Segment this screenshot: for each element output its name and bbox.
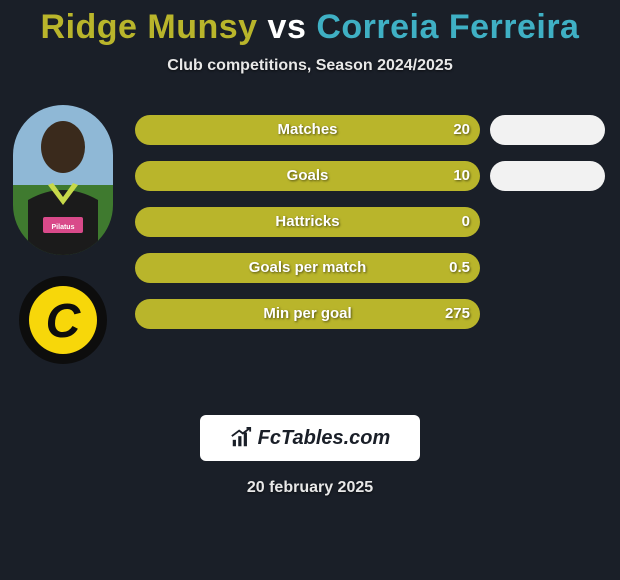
stat-value-player1: 10 — [453, 161, 470, 191]
chart-up-icon — [230, 427, 252, 449]
stat-pill-player2 — [490, 115, 605, 145]
footer-date: 20 february 2025 — [0, 479, 620, 497]
stat-label: Hattricks — [135, 207, 480, 237]
stat-label: Goals per match — [135, 253, 480, 283]
stat-row: Goals10 — [135, 161, 480, 191]
stat-row: Min per goal275 — [135, 299, 480, 329]
stat-row: Hattricks0 — [135, 207, 480, 237]
stat-label: Goals — [135, 161, 480, 191]
player2-column — [490, 115, 605, 345]
svg-text:Pilatus: Pilatus — [52, 224, 75, 231]
stat-row: Matches20 — [135, 115, 480, 145]
stat-value-player1: 275 — [445, 299, 470, 329]
brand-text: FcTables.com — [258, 427, 391, 450]
player1-column: Pilatus C — [8, 105, 118, 365]
stat-label: Matches — [135, 115, 480, 145]
stat-value-player1: 20 — [453, 115, 470, 145]
subtitle-text: Club competitions, Season 2024/2025 — [0, 57, 620, 75]
stat-value-player1: 0 — [462, 207, 470, 237]
stat-label: Min per goal — [135, 299, 480, 329]
player1-avatar: Pilatus — [13, 105, 113, 255]
comparison-panel: Pilatus C Matches20 Goals10 Hattricks0 Goal… — [0, 105, 620, 405]
stat-row: Goals per match0.5 — [135, 253, 480, 283]
stat-bars: Matches20 Goals10 Hattricks0 Goals per matc… — [135, 115, 480, 345]
vs-text: vs — [268, 8, 307, 46]
svg-text:C: C — [46, 295, 82, 348]
player1-name: Ridge Munsy — [41, 8, 258, 46]
player2-name: Correia Ferreira — [316, 8, 579, 46]
comparison-title: Ridge Munsy vs Correia Ferreira — [0, 0, 620, 47]
player1-club-badge: C — [18, 275, 108, 365]
stat-value-player1: 0.5 — [449, 253, 470, 283]
stat-pill-player2 — [490, 161, 605, 191]
brand-badge: FcTables.com — [200, 415, 420, 461]
